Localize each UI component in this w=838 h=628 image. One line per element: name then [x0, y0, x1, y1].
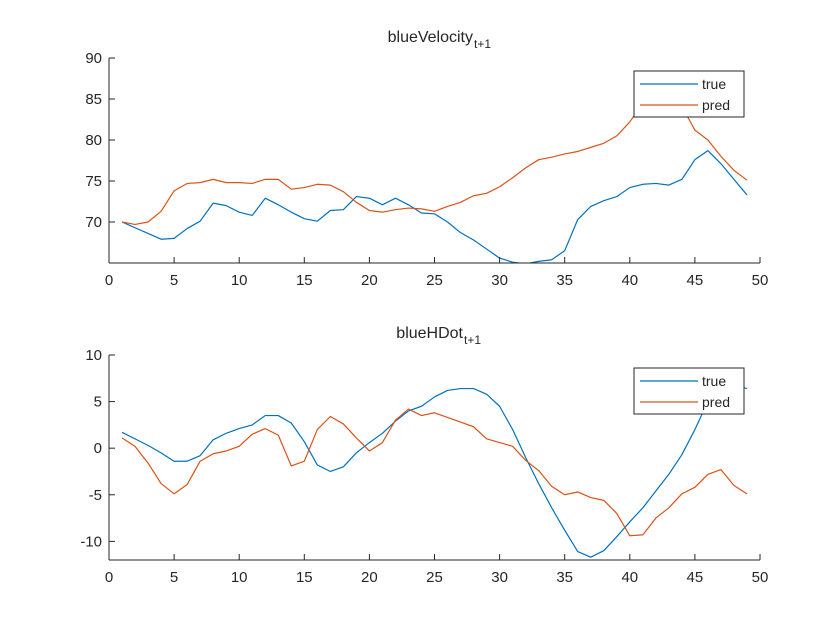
velocity-y-tick-label: 70: [85, 214, 102, 231]
hdot-y-tick-label: 10: [85, 347, 102, 364]
velocity-legend: true pred: [633, 70, 745, 118]
hdot-x-tick-label: 40: [621, 569, 638, 586]
hdot-title: blueHDot: [396, 325, 463, 342]
velocity-x-tick-label: 15: [296, 272, 313, 289]
hdot-x-tick-label: 45: [687, 569, 704, 586]
hdot-x-tick-label: 15: [296, 569, 313, 586]
velocity-x-tick-label: 40: [621, 272, 638, 289]
velocity-x-tick-label: 50: [752, 272, 769, 289]
velocity-x-tick-label: 25: [426, 272, 443, 289]
hdot-x-tick-label: 35: [556, 569, 573, 586]
hdot-y-tick-label: 0: [94, 440, 102, 457]
hdot-x-tick-label: 10: [231, 569, 248, 586]
hdot-y-tick-label: -10: [80, 533, 102, 550]
hdot-subplot: blueHDot t+1 0 5 10 15 20 25 30 35 40 45 50 -10-50…: [80, 325, 768, 586]
velocity-x-tick-label: 30: [491, 272, 508, 289]
hdot-title-subscript: t+1: [464, 333, 481, 347]
velocity-legend-true-label: true: [702, 76, 726, 92]
hdot-x-tick-label: 5: [170, 569, 178, 586]
hdot-x-tick-label: 20: [361, 569, 378, 586]
hdot-series-true-line: [121, 382, 748, 558]
hdot-x-tick-label: 25: [426, 569, 443, 586]
hdot-y-tick-label: -5: [89, 487, 102, 504]
velocity-title-subscript: t+1: [474, 37, 491, 51]
velocity-x-ticks: 0 5 10 15 20 25 30 35 40 45 50: [105, 257, 769, 289]
velocity-subplot: blueVelocity t+1 0 5 10 15 20 25 30 35 40 45 50 70…: [85, 29, 768, 289]
hdot-x-tick-label: 0: [105, 569, 113, 586]
hdot-x-tick-label: 30: [491, 569, 508, 586]
velocity-legend-box: [633, 70, 745, 118]
hdot-x-tick-label: 50: [752, 569, 769, 586]
hdot-series-pred-line: [121, 408, 748, 537]
velocity-series-true-line: [121, 150, 748, 263]
hdot-y-ticks: -10 -5 0 5 10: [80, 347, 115, 550]
velocity-y-tick-label: 75: [85, 173, 102, 190]
velocity-x-tick-label: 10: [231, 272, 248, 289]
velocity-x-tick-label: 35: [556, 272, 573, 289]
velocity-x-tick-label: 5: [170, 272, 178, 289]
velocity-x-tick-label: 20: [361, 272, 378, 289]
hdot-plot-area: [121, 382, 748, 558]
hdot-legend-true-label: true: [702, 373, 726, 389]
hdot-legend-pred-label: pred: [702, 394, 730, 410]
velocity-title: blueVelocity: [388, 29, 473, 46]
hdot-legend-box: [633, 367, 745, 415]
velocity-legend-pred-label: pred: [702, 97, 730, 113]
hdot-x-ticks: 0 5 10 15 20 25 30 35 40 45 50: [105, 554, 769, 586]
velocity-y-tick-label: 90: [85, 50, 102, 67]
hdot-y-tick-label: 5: [94, 394, 102, 411]
velocity-x-tick-label: 0: [105, 272, 113, 289]
velocity-y-tick-label: 80: [85, 132, 102, 149]
velocity-y-tick-label: 85: [85, 91, 102, 108]
velocity-x-tick-label: 45: [687, 272, 704, 289]
velocity-y-ticks: 70 75 80 85 90: [85, 50, 115, 231]
hdot-legend: true pred: [633, 367, 745, 415]
